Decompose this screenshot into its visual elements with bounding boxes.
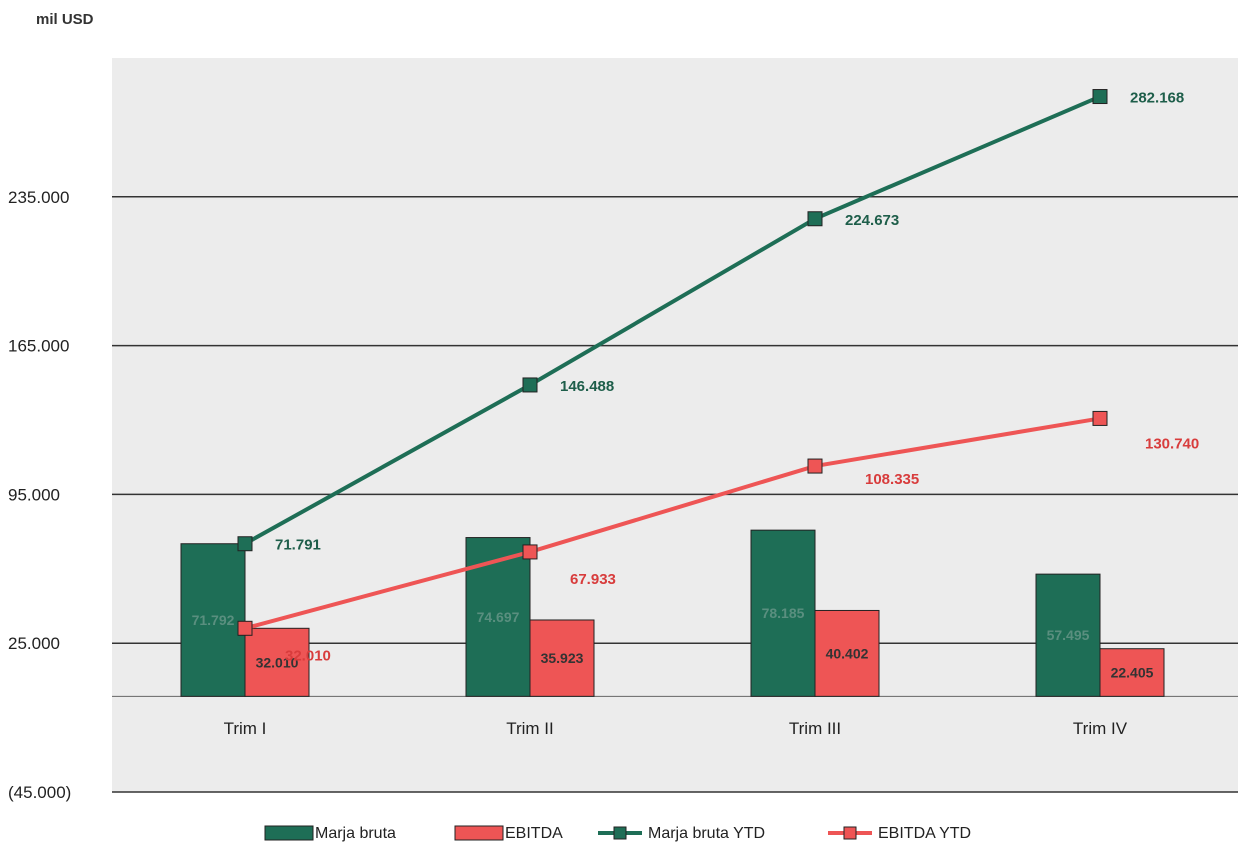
legend-marker (843, 826, 857, 840)
bar-marja-bruta (750, 529, 816, 697)
line-marker (237, 536, 253, 552)
legend-swatch (264, 825, 314, 841)
line-data-label: 146.488 (560, 378, 614, 395)
line-data-label: 224.673 (845, 212, 899, 229)
line-marker (807, 458, 823, 474)
bar-data-label: 40.402 (826, 645, 869, 661)
bar-marja-bruta (180, 543, 246, 697)
line-data-label: 67.933 (570, 571, 616, 588)
bar-ebitda (529, 619, 595, 697)
line-data-label: 282.168 (1130, 90, 1184, 107)
bar-data-label: 57.495 (1047, 627, 1090, 643)
bar-data-label: 71.792 (192, 612, 235, 628)
line-marker (1092, 410, 1108, 426)
line-marker (237, 620, 253, 636)
unit-label: mil USD (36, 11, 94, 28)
line-marker (807, 211, 823, 227)
x-category-label: Trim III (789, 719, 841, 738)
legend-swatch (454, 825, 504, 841)
legend-label: Marja bruta (315, 825, 396, 842)
x-category-label: Trim I (224, 719, 267, 738)
bar-marja-bruta (1035, 573, 1101, 697)
line-data-label: 108.335 (865, 471, 919, 488)
bar-ebitda (1099, 648, 1165, 697)
y-tick-label: 165.000 (8, 337, 69, 356)
bar-data-label: 32.010 (256, 654, 299, 670)
y-tick-label: 25.000 (8, 634, 60, 653)
bar-data-label: 22.405 (1111, 665, 1154, 681)
x-category-label: Trim II (506, 719, 554, 738)
line-ebitda-ytd (244, 416, 1101, 631)
legend-label: Marja bruta YTD (648, 825, 765, 842)
y-tick-label: (45.000) (8, 783, 71, 802)
bar-marja-bruta (465, 537, 531, 697)
bar-data-label: 35.923 (541, 650, 584, 666)
line-data-label: 71.791 (275, 537, 321, 554)
line-marker (522, 544, 538, 560)
line-marker (522, 377, 538, 393)
y-tick-label: 235.000 (8, 188, 69, 207)
bar-data-label: 74.697 (477, 609, 520, 625)
bar-ebitda (814, 609, 880, 697)
bar-data-label: 78.185 (762, 605, 805, 621)
legend-marker (613, 826, 627, 840)
legend-label: EBITDA YTD (878, 825, 971, 842)
x-category-label: Trim IV (1073, 719, 1128, 738)
legend-label: EBITDA (505, 825, 563, 842)
y-tick-label: 95.000 (8, 485, 60, 504)
line-data-label: 32.010 (285, 647, 331, 664)
bar-ebitda (244, 627, 310, 697)
line-marker (1092, 89, 1108, 105)
line-marja-bruta-ytd (244, 94, 1101, 546)
line-data-label: 130.740 (1145, 435, 1199, 452)
